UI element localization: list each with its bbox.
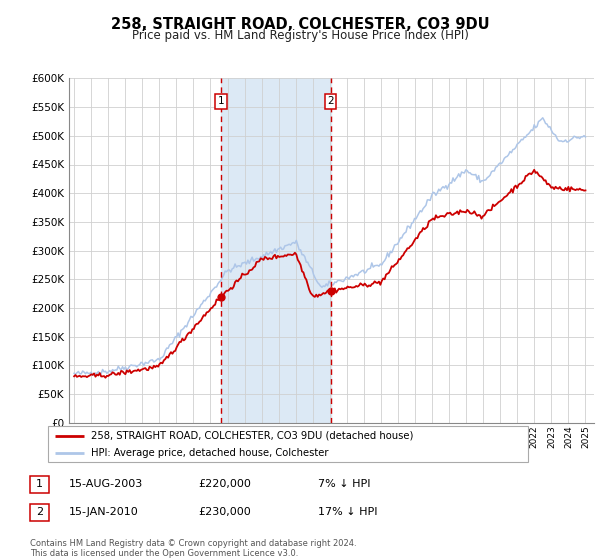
Text: HPI: Average price, detached house, Colchester: HPI: Average price, detached house, Colc… — [91, 448, 329, 458]
Text: 1: 1 — [218, 96, 224, 106]
Text: £230,000: £230,000 — [198, 507, 251, 517]
Text: 2: 2 — [36, 507, 43, 517]
Text: £220,000: £220,000 — [198, 479, 251, 489]
Text: 1: 1 — [36, 479, 43, 489]
Text: 7% ↓ HPI: 7% ↓ HPI — [318, 479, 371, 489]
Text: 258, STRAIGHT ROAD, COLCHESTER, CO3 9DU (detached house): 258, STRAIGHT ROAD, COLCHESTER, CO3 9DU … — [91, 431, 413, 441]
Text: This data is licensed under the Open Government Licence v3.0.: This data is licensed under the Open Gov… — [30, 549, 298, 558]
Text: 15-AUG-2003: 15-AUG-2003 — [69, 479, 143, 489]
FancyBboxPatch shape — [30, 504, 49, 521]
Text: 15-JAN-2010: 15-JAN-2010 — [69, 507, 139, 517]
FancyBboxPatch shape — [30, 476, 49, 493]
Text: 2: 2 — [327, 96, 334, 106]
Text: Contains HM Land Registry data © Crown copyright and database right 2024.: Contains HM Land Registry data © Crown c… — [30, 539, 356, 548]
Text: Price paid vs. HM Land Registry's House Price Index (HPI): Price paid vs. HM Land Registry's House … — [131, 29, 469, 42]
Text: 258, STRAIGHT ROAD, COLCHESTER, CO3 9DU: 258, STRAIGHT ROAD, COLCHESTER, CO3 9DU — [110, 17, 490, 32]
FancyBboxPatch shape — [48, 426, 528, 462]
Bar — [221, 78, 331, 423]
Text: 17% ↓ HPI: 17% ↓ HPI — [318, 507, 377, 517]
